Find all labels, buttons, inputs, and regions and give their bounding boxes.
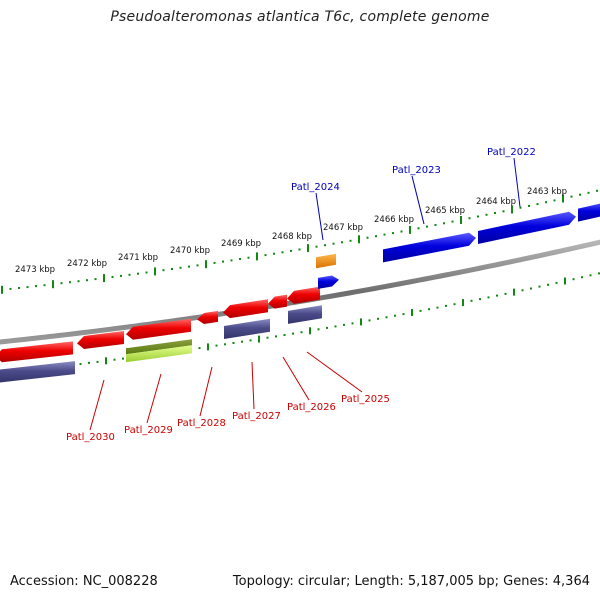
scale-label-2463: 2463 kbp [527, 187, 567, 197]
gene-label-patl-2024[interactable]: Patl_2024 [291, 182, 340, 193]
scale-label-2472: 2472 kbp [67, 259, 107, 269]
cds-patl-2025-reverse[interactable] [287, 286, 320, 304]
scale-label-2465: 2465 kbp [425, 206, 465, 216]
leader-patl-2022 [513, 157, 521, 208]
cds-patl-2029-reverse[interactable] [77, 331, 124, 349]
map-title: Pseudoalteromonas atlantica T6c, complet… [110, 9, 490, 25]
cds-patl-2027-reverse[interactable] [197, 310, 218, 324]
rna-patl-2029[interactable] [126, 345, 192, 363]
cds-patl-2021-forward[interactable] [578, 203, 600, 222]
gene-label-patl-2028[interactable]: Patl_2028 [177, 418, 226, 429]
leader-patl-2028 [199, 366, 213, 417]
cds-patl-2024-forward[interactable] [318, 275, 339, 289]
gene-label-patl-2029[interactable]: Patl_2029 [124, 425, 173, 436]
gene-label-patl-2026[interactable]: Patl_2026 [287, 402, 336, 413]
leader-patl-2023 [411, 175, 425, 225]
genome-summary-text: Topology: circular; Length: 5,187,005 bp… [232, 574, 590, 589]
cds-patl-2026b-reverse[interactable] [268, 294, 287, 309]
leader-patl-2029 [146, 373, 162, 424]
cds-patl-2030-reverse[interactable] [0, 341, 73, 363]
cds-patl-2028-reverse[interactable] [126, 318, 191, 340]
scale-label-2464: 2464 kbp [476, 197, 516, 207]
cds-patl-2022-forward[interactable] [478, 211, 576, 244]
scale-labels: 2473 kbp 2472 kbp 2471 kbp 2470 kbp 2469… [15, 187, 567, 275]
gene-label-patl-2025[interactable]: Patl_2025 [341, 394, 390, 405]
cds-patl-2026-reverse[interactable] [223, 299, 268, 319]
leader-patl-2024 [315, 192, 324, 241]
cds-patl-2023-forward[interactable] [383, 232, 476, 263]
label-leader-lines [89, 157, 521, 431]
scale-label-2470: 2470 kbp [170, 246, 210, 256]
scale-label-2469: 2469 kbp [221, 239, 261, 249]
gene-label-patl-2030[interactable]: Patl_2030 [66, 432, 115, 443]
gene-patl-2029[interactable] [126, 339, 192, 355]
leader-patl-2027 [251, 361, 255, 410]
leader-patl-2030 [89, 379, 105, 431]
scale-label-2473: 2473 kbp [15, 265, 55, 275]
gene-features [0, 203, 600, 383]
gene-patl-2027[interactable] [224, 318, 270, 339]
scale-label-2467: 2467 kbp [323, 223, 363, 233]
gene-label-patl-2027[interactable]: Patl_2027 [232, 411, 281, 422]
inner-tick-marks [3, 272, 600, 377]
scale-label-2468: 2468 kbp [272, 232, 312, 242]
outer-tick-marks [1, 189, 598, 294]
scale-label-2466: 2466 kbp [374, 215, 414, 225]
leader-patl-2026 [282, 356, 310, 401]
gene-patl-2030[interactable] [0, 361, 75, 383]
gene-label-patl-2022[interactable]: Patl_2022 [487, 147, 536, 158]
accession-text: Accession: NC_008228 [10, 574, 158, 589]
gene-label-patl-2023[interactable]: Patl_2023 [392, 165, 441, 176]
gene-patl-2025[interactable] [288, 305, 322, 324]
leader-patl-2025 [306, 351, 363, 393]
feature-patl-2024-orange[interactable] [316, 253, 336, 269]
scale-label-2471: 2471 kbp [118, 253, 158, 263]
gene-labels: Patl_2024 Patl_2023 Patl_2022 Patl_2030 … [66, 147, 536, 443]
